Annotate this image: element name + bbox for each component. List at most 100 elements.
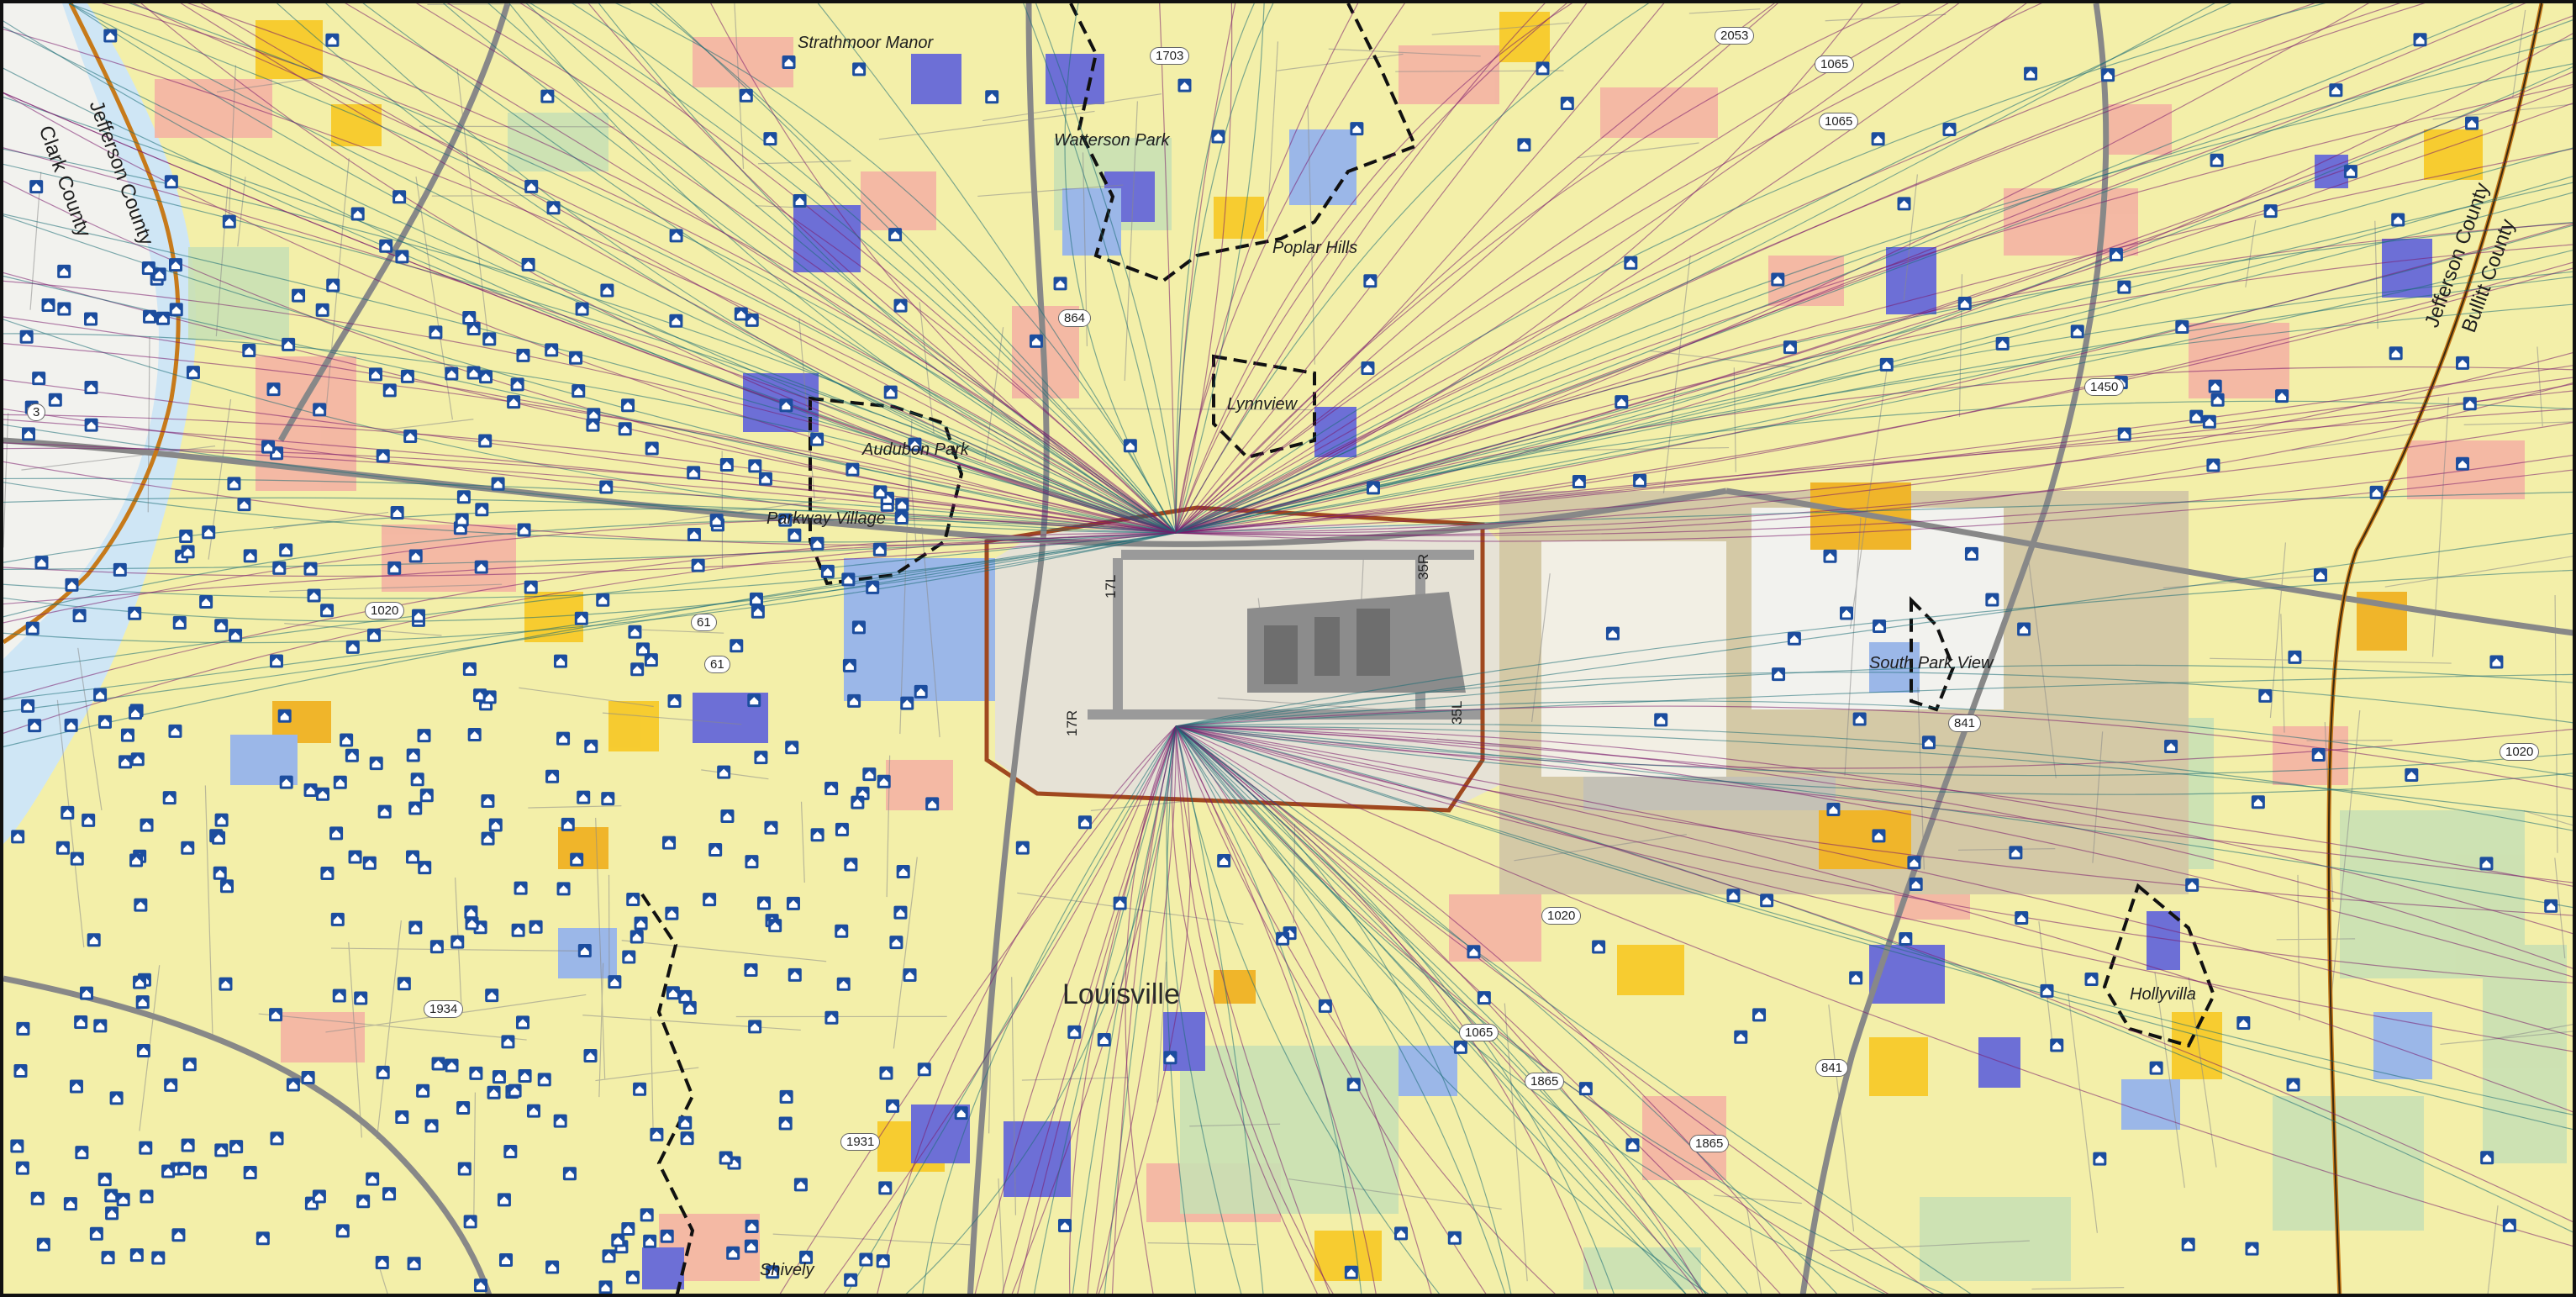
house-icon — [625, 1270, 640, 1284]
flight-track — [1175, 725, 1709, 1294]
house-icon — [1453, 1040, 1467, 1054]
house-icon — [602, 1249, 616, 1263]
house-icon — [778, 1116, 793, 1131]
house-icon — [748, 1020, 762, 1034]
flight-track — [3, 96, 1177, 534]
street — [2092, 731, 2104, 863]
house-icon — [645, 441, 659, 456]
street — [2291, 433, 2412, 451]
flight-track — [571, 3, 1177, 534]
house-icon — [572, 384, 586, 398]
street — [2384, 556, 2573, 588]
house-icon — [1879, 357, 1894, 372]
house-icon — [1394, 1226, 1409, 1241]
street — [598, 962, 604, 1098]
house-icon — [599, 480, 614, 494]
house-icon — [466, 321, 481, 335]
flight-track — [3, 482, 1177, 543]
house-icon — [2502, 1218, 2516, 1232]
house-icon — [1826, 802, 1841, 816]
flight-track — [1011, 725, 1177, 1294]
house-icon — [61, 805, 75, 820]
street — [2463, 421, 2573, 425]
route-shield: 1703 — [1150, 47, 1190, 65]
house-icon — [2275, 389, 2289, 403]
house-icon — [1907, 856, 1921, 870]
house-icon — [1909, 877, 1923, 891]
house-icon — [229, 1140, 244, 1154]
flight-track — [1175, 63, 2573, 534]
flight-track — [200, 3, 1177, 534]
house-icon — [2236, 1015, 2251, 1030]
house-icon — [778, 513, 793, 527]
house-icon — [467, 728, 482, 742]
house-icon — [835, 924, 849, 938]
house-icon — [2149, 1061, 2163, 1075]
house-icon — [1625, 1138, 1640, 1152]
flight-track — [3, 519, 1177, 618]
house-icon — [2070, 324, 2084, 339]
house-icon — [954, 1106, 968, 1120]
house-icon — [491, 477, 505, 491]
house-icon — [1787, 631, 1801, 646]
house-icon — [129, 1248, 144, 1263]
flight-track — [1175, 700, 2573, 777]
flight-track — [922, 725, 1177, 1294]
house-icon — [136, 1043, 150, 1057]
house-icon — [1752, 1008, 1767, 1022]
flight-track — [1175, 3, 1665, 534]
house-icon — [788, 528, 802, 542]
house-icon — [313, 403, 327, 417]
house-icon — [105, 1206, 119, 1221]
house-icon — [161, 1164, 176, 1178]
flight-track — [1175, 725, 2573, 1233]
house-icon — [320, 604, 335, 618]
street — [2245, 219, 2257, 287]
house-icon — [545, 343, 559, 357]
place-strathmoor-manor: Strathmoor Manor — [798, 34, 934, 52]
flight-track — [1175, 3, 1650, 534]
house-icon — [1015, 841, 1030, 855]
flight-track — [1175, 382, 2573, 536]
house-icon — [894, 511, 909, 525]
house-icon — [269, 654, 283, 668]
house-icon — [745, 313, 759, 327]
house-icon — [243, 1166, 257, 1180]
map-canvas — [3, 3, 2573, 1294]
flight-track — [1175, 725, 2573, 935]
county-line-east-dark — [2327, 3, 2542, 1294]
house-icon — [2050, 1038, 2064, 1052]
house-icon — [1477, 991, 1491, 1005]
house-icon — [48, 393, 62, 407]
flight-track — [1175, 3, 2369, 534]
house-icon — [481, 793, 495, 808]
place-parkway-village: Parkway Village — [766, 509, 886, 528]
house-icon — [507, 395, 521, 409]
flight-track — [325, 3, 1177, 534]
flight-track — [1033, 725, 1177, 1294]
flight-track — [823, 725, 1177, 1294]
house-icon — [537, 1073, 551, 1087]
runway-label: 17R — [1064, 709, 1080, 736]
house-icon — [1536, 61, 1550, 76]
house-icon — [329, 826, 344, 841]
house-icon — [1361, 361, 1375, 375]
house-icon — [583, 1048, 598, 1062]
house-icon — [1872, 829, 1886, 843]
house-icon — [55, 841, 70, 855]
house-icon — [182, 1057, 197, 1072]
house-icon — [168, 724, 182, 738]
street — [2374, 220, 2378, 330]
flight-track — [1175, 408, 2573, 534]
house-icon — [462, 311, 477, 325]
house-icon — [2206, 458, 2220, 472]
street — [2210, 657, 2452, 664]
house-icon — [335, 1224, 350, 1238]
flight-track — [1175, 725, 2573, 795]
house-icon — [622, 950, 636, 964]
house-icon — [36, 1237, 50, 1252]
flight-track — [1175, 725, 1781, 1294]
house-icon — [462, 662, 477, 677]
street — [215, 187, 229, 337]
house-icon — [1771, 272, 1785, 287]
